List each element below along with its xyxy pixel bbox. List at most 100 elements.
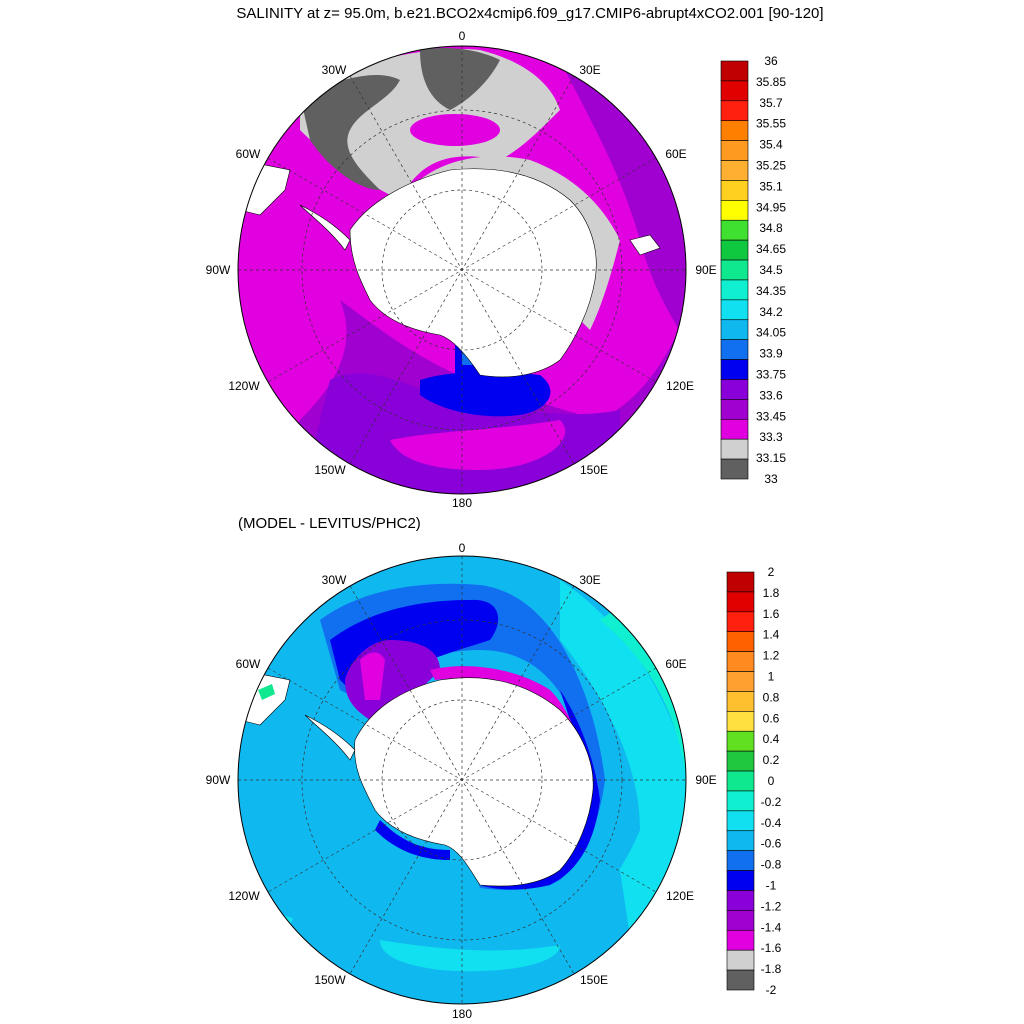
bottom-colorbar-label: -0.4 <box>761 816 782 830</box>
top-colorbar-label: 33.9 <box>759 347 783 361</box>
bottom-colorbar-label: 1.4 <box>763 628 780 642</box>
top-colorbar-label: 34.5 <box>759 263 783 277</box>
bottom-title: (MODEL - LEVITUS/PHC2) <box>238 515 421 532</box>
top-lon-label: 120W <box>228 379 260 393</box>
bottom-colorbar-swatch <box>726 591 755 613</box>
top-map-border <box>237 45 687 495</box>
top-colorbar-swatch <box>720 418 749 440</box>
top-lon-label: 150W <box>314 463 346 477</box>
top-lon-label: 180 <box>452 496 472 510</box>
top-colorbar-swatch <box>720 379 749 400</box>
bottom-lon-label: 180 <box>452 1007 472 1021</box>
top-colorbar-label: 33.75 <box>756 368 786 382</box>
bottom-colorbar-swatch <box>726 949 755 971</box>
bottom-colorbar-label: -1.8 <box>761 962 782 976</box>
bottom-colorbar-label: -1.2 <box>761 899 782 913</box>
bottom-colorbar-label: 0.4 <box>763 732 780 746</box>
top-colorbar-label: 34.2 <box>759 305 783 319</box>
top-colorbar-label: 35.4 <box>759 138 783 152</box>
bottom-colorbar-swatch <box>726 631 755 652</box>
top-colorbar-swatch <box>720 80 749 102</box>
top-colorbar-swatch <box>720 438 749 460</box>
bottom-lon-label: 90W <box>206 773 231 787</box>
bottom-colorbar-label: 1 <box>768 670 775 684</box>
top-colorbar-swatch <box>720 140 749 161</box>
bottom-lon-label: 150E <box>580 973 608 987</box>
top-colorbar-label: 34.35 <box>756 284 786 298</box>
bottom-colorbar-swatch <box>726 651 755 672</box>
top-colorbar-label: 33 <box>764 472 778 486</box>
top-colorbar: 36 35.85 35.7 35.55 35.4 35.25 35.1 34.95 34.8 34… <box>720 54 786 486</box>
top-colorbar-label: 36 <box>764 54 778 68</box>
top-colorbar-swatch <box>720 120 749 141</box>
bottom-colorbar-swatch <box>726 810 755 832</box>
bottom-lon-label: 0 <box>459 541 466 555</box>
bottom-colorbar-label: 0.2 <box>763 753 780 767</box>
bottom-colorbar: 2 1.8 1.6 1.4 1.2 1 0.8 0.6 0.4 0.2 0 -0.2 -0.4 -0.6 -… <box>726 565 782 997</box>
top-lon-label: 30E <box>579 63 600 77</box>
bottom-colorbar-swatch <box>726 830 755 851</box>
bottom-colorbar-label: 0.6 <box>763 711 780 725</box>
top-lon-label: 60W <box>236 147 261 161</box>
bottom-map-border <box>237 555 687 1005</box>
bottom-lon-label: 60E <box>665 657 686 671</box>
top-colorbar-swatch <box>720 399 749 420</box>
top-colorbar-swatch <box>720 160 749 181</box>
bottom-colorbar-swatch <box>726 969 755 991</box>
bottom-lon-label: 120E <box>666 889 694 903</box>
top-colorbar-label: 34.65 <box>756 242 786 256</box>
top-colorbar-swatch <box>720 180 749 201</box>
bottom-colorbar-swatch <box>726 691 755 712</box>
bottom-colorbar-swatch <box>726 870 755 891</box>
bottom-colorbar-label: 1.6 <box>763 607 780 621</box>
bottom-colorbar-swatch <box>726 611 755 633</box>
top-lon-labels: 0 30E 60E 90E 120E 150E 180 150W 120W 90… <box>206 29 717 510</box>
top-colorbar-swatch <box>720 299 749 321</box>
bottom-colorbar-label: 1.8 <box>763 586 780 600</box>
bottom-colorbar-swatch <box>726 770 755 792</box>
top-colorbar-label: 34.8 <box>759 221 783 235</box>
top-colorbar-label: 34.95 <box>756 200 786 214</box>
bottom-colorbar-label: -2 <box>766 983 777 997</box>
bottom-lon-label: 90E <box>695 773 716 787</box>
bottom-colorbar-label: -0.2 <box>761 795 782 809</box>
top-colorbar-label: 33.3 <box>759 430 783 444</box>
top-lon-label: 30W <box>322 63 347 77</box>
bottom-lon-label: 60W <box>236 657 261 671</box>
top-colorbar-swatch <box>720 239 749 261</box>
top-colorbar-label: 35.85 <box>756 75 786 89</box>
bottom-polar-map <box>238 556 686 1004</box>
top-graticule <box>238 46 686 494</box>
top-colorbar-swatch <box>720 259 749 281</box>
bottom-colorbar-label: -1.6 <box>761 941 782 955</box>
bottom-lon-label: 30W <box>322 573 347 587</box>
bottom-colorbar-swatch <box>726 730 755 752</box>
top-colorbar-swatch <box>720 359 749 380</box>
bottom-colorbar-swatch <box>726 571 755 593</box>
bottom-colorbar-swatch <box>726 910 755 931</box>
top-colorbar-label: 33.45 <box>756 409 786 423</box>
bottom-colorbar-swatch <box>726 890 755 911</box>
top-colorbar-swatch <box>720 60 749 82</box>
bottom-lon-label: 120W <box>228 889 260 903</box>
bottom-colorbar-label: 0 <box>768 774 775 788</box>
top-colorbar-label: 34.05 <box>756 326 786 340</box>
top-lon-label: 0 <box>459 29 466 43</box>
top-lon-label: 150E <box>580 463 608 477</box>
bottom-lon-labels: 0 30E 60E 90E 120E 150E 180 150W 120W 90… <box>206 541 717 1021</box>
top-colorbar-label: 33.15 <box>756 451 786 465</box>
bottom-colorbar-swatch <box>726 671 755 692</box>
top-title: SALINITY at z= 95.0m, b.e21.BCO2x4cmip6.… <box>236 5 823 22</box>
top-colorbar-swatch <box>720 219 749 241</box>
bottom-colorbar-label: -0.8 <box>761 858 782 872</box>
bottom-colorbar-label: 0.8 <box>763 690 780 704</box>
bottom-colorbar-label: -1 <box>766 879 777 893</box>
top-colorbar-swatch <box>720 458 749 480</box>
top-lon-label: 90W <box>206 263 231 277</box>
top-colorbar-swatch <box>720 319 749 340</box>
bottom-lon-label: 30E <box>579 573 600 587</box>
top-colorbar-label: 35.55 <box>756 117 786 131</box>
top-colorbar-label: 33.6 <box>759 388 783 402</box>
top-colorbar-label: 35.1 <box>759 179 783 193</box>
